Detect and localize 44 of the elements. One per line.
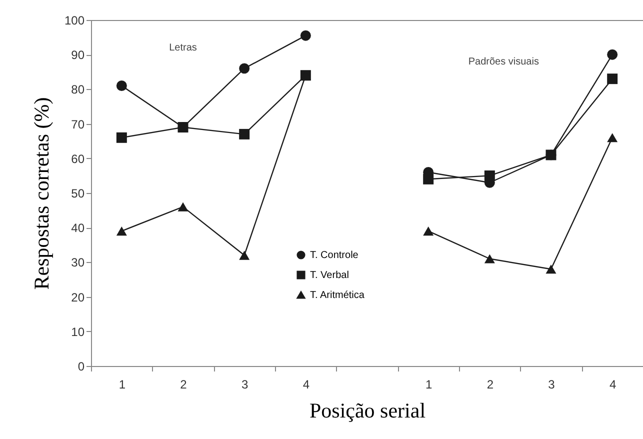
x-axis-title: Posição serial	[309, 398, 426, 422]
point	[546, 264, 556, 274]
annotation: Letras	[169, 42, 197, 54]
point	[178, 122, 188, 133]
y-tick-label: 0	[78, 360, 85, 374]
y-tick-label: 60	[71, 152, 85, 166]
legend-label: T. Aritmética	[310, 290, 365, 301]
point	[239, 250, 250, 260]
x-tick-label: 2	[180, 378, 188, 392]
point	[116, 132, 127, 143]
x-tick-label: 4	[302, 378, 310, 392]
y-tick-label: 90	[71, 48, 85, 62]
y-axis-title: Respostas corretas (%)	[29, 97, 54, 290]
y-tick-label: 20	[71, 290, 85, 304]
annotation: Padrões visuais	[468, 56, 539, 68]
point	[423, 174, 434, 184]
point	[239, 63, 250, 74]
y-tick-label: 80	[71, 82, 85, 97]
point	[300, 30, 311, 41]
legend-label: T. Verbal	[310, 270, 349, 281]
x-tick-label: 3	[548, 378, 556, 392]
x-tick-label: 2	[486, 378, 494, 392]
point	[607, 133, 618, 142]
x-tick-label: 4	[609, 378, 616, 392]
point	[239, 128, 250, 140]
point	[116, 80, 127, 91]
point	[423, 226, 434, 236]
point	[546, 150, 556, 160]
y-tick-label: 30	[71, 256, 85, 270]
point	[116, 226, 127, 236]
point	[607, 49, 618, 60]
y-tick-label: 40	[71, 221, 85, 236]
x-tick-label: 1	[118, 378, 126, 392]
x-tick-label: 1	[425, 378, 432, 392]
point	[484, 170, 495, 181]
x-tick-label: 3	[241, 378, 248, 392]
point	[178, 202, 188, 212]
point	[484, 254, 495, 264]
y-tick-label: 70	[71, 117, 85, 132]
point	[607, 74, 618, 84]
y-tick-label: 100	[64, 14, 85, 28]
y-tick-label: 10	[71, 324, 85, 339]
legend-label: T. Controle	[310, 250, 359, 261]
y-tick-label: 50	[71, 186, 85, 200]
